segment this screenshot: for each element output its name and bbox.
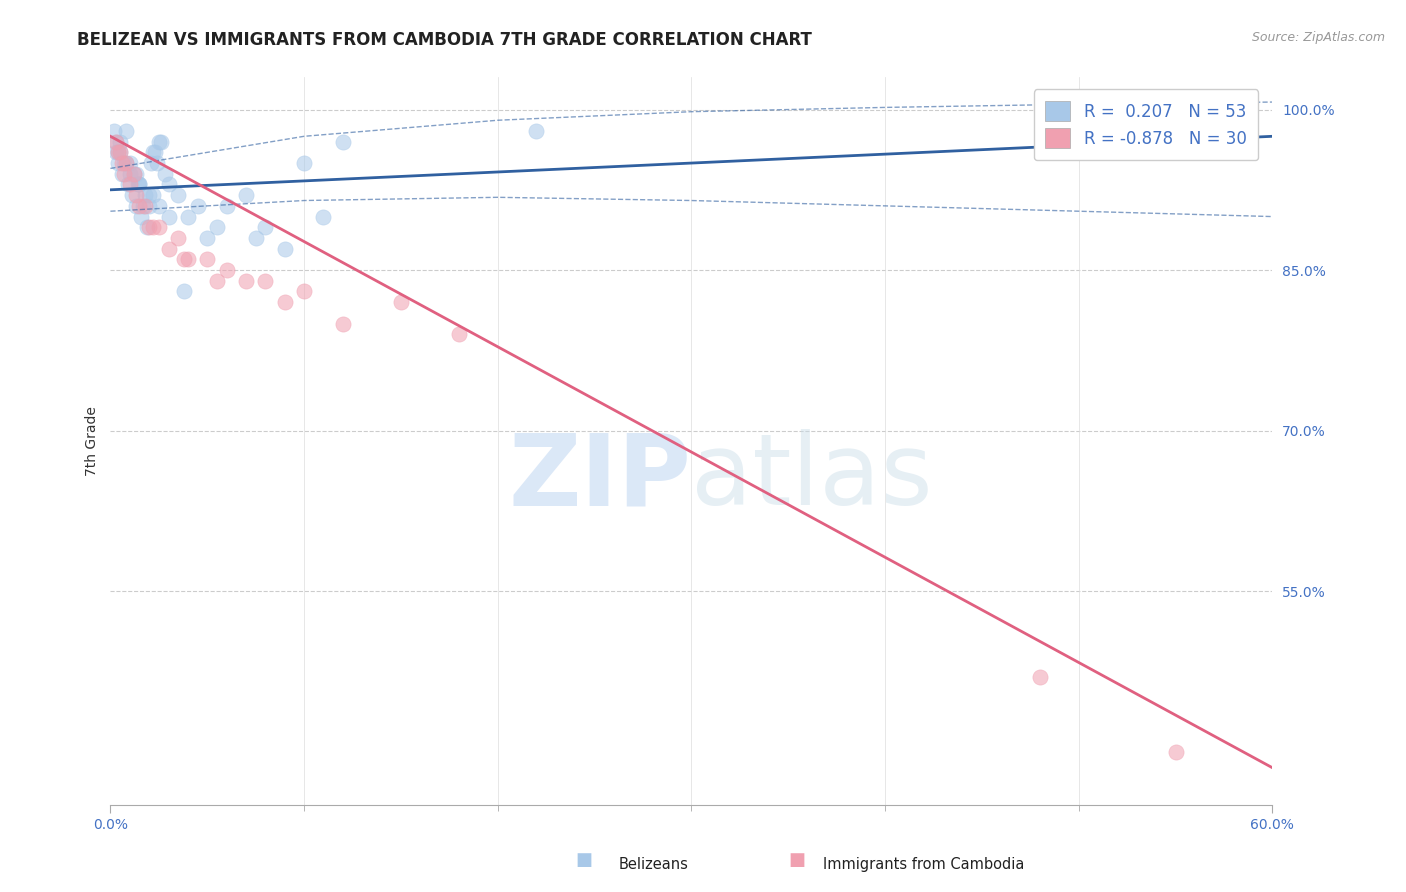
- Point: [149, 135, 172, 149]
- Point: [177, 252, 200, 267]
- Point: [1164, 745, 1187, 759]
- Point: [124, 188, 146, 202]
- Point: [148, 135, 170, 149]
- Point: [112, 156, 135, 170]
- Point: [187, 199, 209, 213]
- Y-axis label: 7th Grade: 7th Grade: [86, 407, 100, 476]
- Point: [115, 156, 138, 170]
- Legend: R =  0.207   N = 53, R = -0.878   N = 30: R = 0.207 N = 53, R = -0.878 N = 30: [1033, 89, 1258, 160]
- Point: [235, 274, 257, 288]
- Point: [142, 220, 165, 235]
- Point: [136, 220, 159, 235]
- Point: [112, 167, 135, 181]
- Point: [195, 252, 218, 267]
- Point: [118, 156, 141, 170]
- Point: [128, 178, 150, 192]
- Text: ZIP: ZIP: [509, 429, 692, 526]
- Point: [148, 220, 170, 235]
- Point: [107, 156, 129, 170]
- Point: [128, 199, 150, 213]
- Point: [115, 156, 138, 170]
- Point: [332, 317, 354, 331]
- Point: [105, 135, 128, 149]
- Point: [134, 199, 156, 213]
- Point: [167, 231, 190, 245]
- Point: [157, 242, 180, 256]
- Text: Belizeans: Belizeans: [619, 857, 689, 872]
- Point: [205, 220, 228, 235]
- Point: [292, 156, 315, 170]
- Point: [292, 285, 315, 299]
- Point: [121, 188, 143, 202]
- Point: [146, 156, 169, 170]
- Point: [124, 199, 146, 213]
- Point: [131, 210, 153, 224]
- Point: [157, 178, 180, 192]
- Point: [138, 220, 160, 235]
- Point: [127, 178, 149, 192]
- Point: [105, 145, 128, 160]
- Point: [143, 145, 166, 160]
- Point: [273, 242, 295, 256]
- Point: [107, 145, 129, 160]
- Point: [312, 210, 335, 224]
- Point: [235, 188, 257, 202]
- Point: [111, 167, 134, 181]
- Point: [118, 178, 141, 192]
- Point: [254, 220, 277, 235]
- Text: ■: ■: [575, 851, 592, 869]
- Point: [215, 263, 238, 277]
- Point: [173, 285, 195, 299]
- Point: [103, 124, 125, 138]
- Text: ■: ■: [789, 851, 806, 869]
- Text: BELIZEAN VS IMMIGRANTS FROM CAMBODIA 7TH GRADE CORRELATION CHART: BELIZEAN VS IMMIGRANTS FROM CAMBODIA 7TH…: [77, 31, 813, 49]
- Point: [142, 145, 165, 160]
- Point: [107, 145, 129, 160]
- Point: [139, 156, 162, 170]
- Point: [128, 178, 150, 192]
- Text: Source: ZipAtlas.com: Source: ZipAtlas.com: [1251, 31, 1385, 45]
- Point: [142, 188, 165, 202]
- Point: [205, 274, 228, 288]
- Point: [105, 135, 128, 149]
- Point: [254, 274, 277, 288]
- Point: [138, 188, 160, 202]
- Point: [108, 145, 131, 160]
- Text: atlas: atlas: [692, 429, 934, 526]
- Point: [195, 231, 218, 245]
- Point: [273, 295, 295, 310]
- Point: [108, 145, 131, 160]
- Point: [124, 167, 146, 181]
- Point: [177, 210, 200, 224]
- Point: [173, 252, 195, 267]
- Point: [118, 167, 141, 181]
- Point: [332, 135, 354, 149]
- Point: [215, 199, 238, 213]
- Point: [526, 124, 548, 138]
- Point: [447, 327, 470, 342]
- Point: [115, 124, 138, 138]
- Text: Immigrants from Cambodia: Immigrants from Cambodia: [823, 857, 1024, 872]
- Point: [117, 178, 139, 192]
- Point: [122, 167, 145, 181]
- Point: [122, 167, 145, 181]
- Point: [132, 199, 155, 213]
- Point: [1029, 670, 1052, 684]
- Point: [245, 231, 267, 245]
- Point: [148, 199, 170, 213]
- Point: [389, 295, 412, 310]
- Point: [157, 210, 180, 224]
- Point: [108, 135, 131, 149]
- Point: [134, 188, 156, 202]
- Point: [138, 199, 160, 213]
- Point: [153, 167, 176, 181]
- Point: [167, 188, 190, 202]
- Point: [111, 156, 134, 170]
